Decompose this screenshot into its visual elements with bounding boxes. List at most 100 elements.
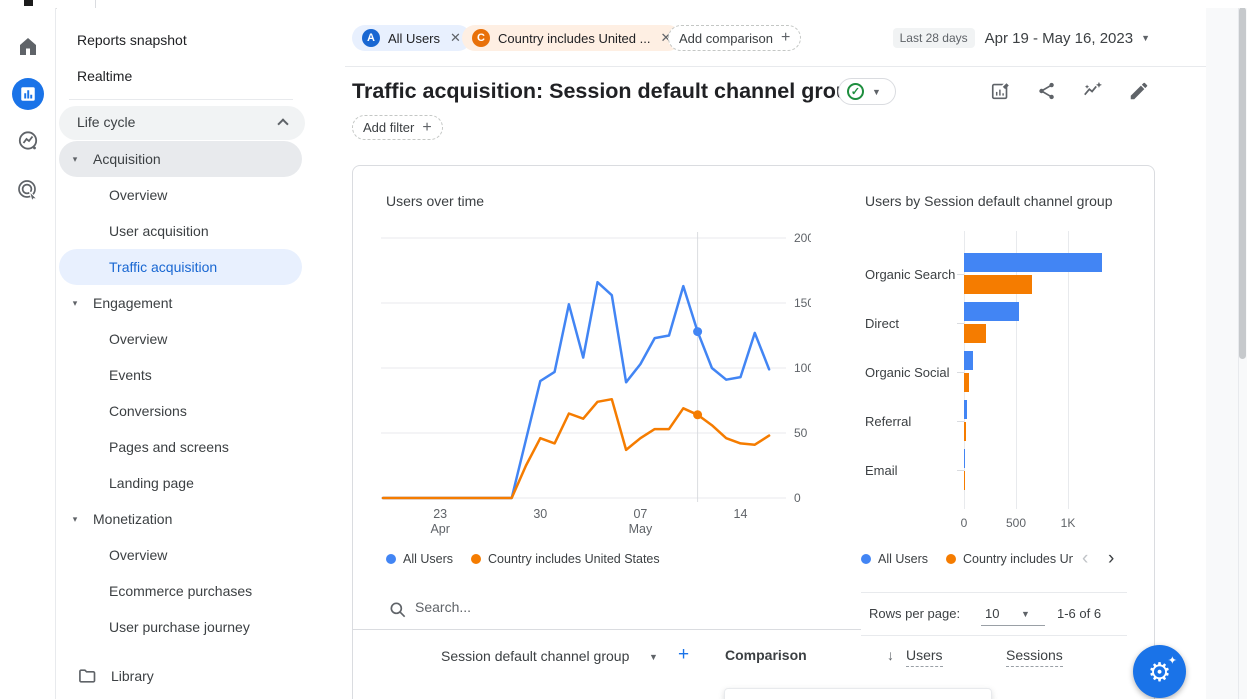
search-input[interactable] [415, 599, 795, 615]
expand-caret-icon[interactable]: ▾ [72, 513, 78, 524]
date-preset-badge: Last 28 days [892, 28, 975, 48]
comparison-chip-all-users[interactable]: A All Users ✕ [352, 25, 471, 51]
sidebar-item-label: Overview [109, 547, 168, 563]
bar-chart-legend: All Users Country includes United States [861, 552, 1073, 566]
category-tick [957, 323, 964, 324]
expand-caret-icon[interactable]: ▾ [72, 153, 78, 164]
sidebar-item-library[interactable]: Library [57, 658, 310, 694]
header-divider [345, 66, 1206, 67]
gridline [1068, 231, 1069, 509]
insights-fab-button[interactable]: ⚙ ✦ [1133, 645, 1186, 698]
sidebar-item-label: Monetization [93, 511, 173, 527]
sidebar-item-reports-snapshot[interactable]: Reports snapshot [77, 32, 187, 48]
sidebar-item-acquisition[interactable]: ▾ Acquisition [59, 141, 302, 177]
users-column-header[interactable]: Users [906, 647, 943, 667]
scrollbar-thumb[interactable] [1239, 7, 1246, 359]
dimension-header[interactable]: Session default channel group [441, 648, 630, 664]
sidebar-item-landing-page[interactable]: Landing page [57, 465, 302, 501]
add-filter-label: Add filter [363, 120, 415, 135]
sidebar-item-label: Acquisition [93, 151, 161, 167]
rows-per-page-select[interactable]: 10 [985, 606, 1000, 621]
sidebar-item-realtime[interactable]: Realtime [77, 68, 133, 84]
sidebar-item-monetization[interactable]: ▾ Monetization [57, 501, 302, 537]
chip-label: All Users [388, 30, 441, 46]
gridline [1016, 231, 1017, 509]
add-comparison-label: Add comparison [679, 30, 773, 46]
category-label: Organic Search [865, 267, 956, 282]
sidebar-section-life-cycle[interactable]: Life cycle [59, 106, 305, 140]
sessions-column-header[interactable]: Sessions [1006, 647, 1063, 667]
reports-sidebar: Reports snapshot Realtime Life cycle ▾ Ac… [57, 8, 310, 699]
rows-per-page-label: Rows per page: [869, 606, 961, 621]
chevron-down-icon[interactable]: ▼ [649, 652, 658, 662]
explore-icon[interactable] [12, 125, 44, 157]
date-range-label: Apr 19 - May 16, 2023 [984, 29, 1134, 47]
sidebar-item-user-acquisition[interactable]: User acquisition [57, 213, 302, 249]
legend-dot-icon [946, 554, 957, 564]
chart-pager-prev-icon[interactable]: ‹ [1082, 548, 1089, 569]
sidebar-item-user-purchase-journey[interactable]: User purchase journey [57, 609, 302, 645]
insights-icon[interactable] [1082, 80, 1104, 102]
add-dimension-button[interactable]: + [678, 644, 690, 665]
sidebar-item-conversions[interactable]: Conversions [57, 393, 302, 429]
edit-icon[interactable] [1128, 80, 1150, 102]
bar-organic-search [964, 253, 1103, 272]
add-comparison-button[interactable]: Add comparison + [668, 25, 802, 51]
svg-text:50: 50 [794, 426, 808, 440]
bar-referral [964, 400, 967, 419]
select-underline [981, 625, 1045, 626]
customize-report-icon[interactable] [990, 80, 1012, 102]
sidebar-item-ecommerce-purchases[interactable]: Ecommerce purchases [57, 573, 302, 609]
category-tick [957, 372, 964, 373]
bar-email [964, 471, 965, 490]
sidebar-item-overview[interactable]: Overview [57, 321, 302, 357]
legend-label: All Users [403, 552, 454, 566]
expand-caret-icon[interactable]: ▾ [72, 297, 78, 308]
page-title: Traffic acquisition: Session default cha… [352, 79, 863, 103]
date-range-picker[interactable]: Last 28 days Apr 19 - May 16, 2023 ▼ [892, 28, 1150, 48]
sidebar-tree: ▾ Acquisition Overview User acquisition Traf… [57, 141, 310, 645]
sidebar-item-overview[interactable]: Overview [57, 177, 302, 213]
strip-divider [95, 0, 96, 8]
chart-pager-next-icon[interactable]: › [1108, 548, 1115, 569]
main-content: A All Users ✕ C Country includes United … [310, 8, 1206, 699]
pagination-rule-bottom [861, 635, 1127, 636]
section-label: Life cycle [77, 114, 136, 130]
svg-text:May: May [629, 522, 653, 536]
legend-item: All Users [861, 552, 928, 566]
sidebar-item-events[interactable]: Events [57, 357, 302, 393]
chip-label: Country includes United ... [498, 30, 651, 46]
comparison-column-header: Comparison [725, 647, 807, 663]
close-icon[interactable]: ✕ [660, 30, 672, 45]
svg-text:Apr: Apr [430, 522, 449, 536]
gridline [964, 231, 965, 509]
sidebar-item-label: Events [109, 367, 152, 383]
share-icon[interactable] [1036, 80, 1058, 102]
sidebar-item-label: Overview [109, 187, 168, 203]
sidebar-item-label: Overview [109, 331, 168, 347]
top-strip [0, 0, 1247, 8]
page-scrollbar[interactable] [1238, 0, 1247, 699]
data-quality-button[interactable]: ✓ ▼ [838, 78, 896, 105]
category-label: Referral [865, 414, 912, 429]
reports-icon[interactable] [12, 78, 44, 110]
sidebar-item-overview[interactable]: Overview [57, 537, 302, 573]
sidebar-item-label: Engagement [93, 295, 173, 311]
bar-referral [964, 422, 967, 441]
home-icon[interactable] [12, 30, 44, 62]
category-label: Email [865, 463, 898, 478]
sidebar-item-pages-and-screens[interactable]: Pages and screens [57, 429, 302, 465]
chevron-up-icon [277, 118, 289, 130]
legend-label: All Users [878, 552, 929, 566]
add-filter-button[interactable]: Add filter + [352, 115, 443, 140]
close-icon[interactable]: ✕ [450, 30, 461, 45]
sidebar-item-traffic-acquisition[interactable]: Traffic acquisition [59, 249, 302, 285]
comparison-chip-country[interactable]: C Country includes United ... ✕ [462, 25, 682, 51]
advertising-icon[interactable] [12, 174, 44, 206]
users-by-channel-chart[interactable]: 0 500 1K Organic Search Direct Organic Social… [865, 228, 1150, 530]
category-label: Organic Social [865, 365, 950, 380]
svg-text:07: 07 [633, 507, 647, 521]
sidebar-item-engagement[interactable]: ▾ Engagement [57, 285, 302, 321]
